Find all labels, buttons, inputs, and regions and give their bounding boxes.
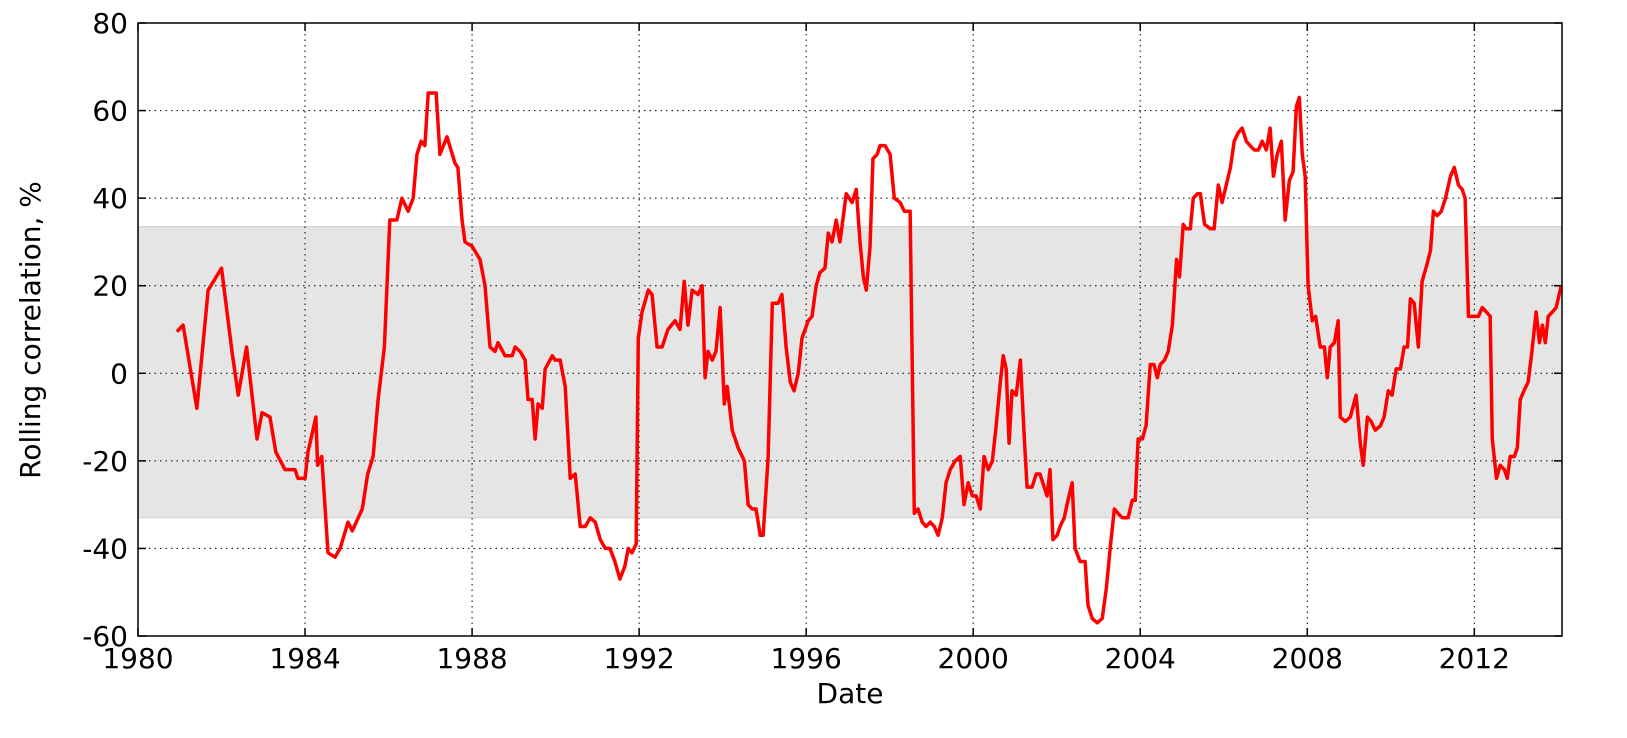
x-axis-label: Date — [817, 677, 884, 710]
x-tick-label: 2008 — [1272, 642, 1343, 675]
y-tick-label: 40 — [92, 182, 128, 215]
x-tick-label: 1988 — [436, 642, 507, 675]
y-axis-label: Rolling correlation, % — [14, 181, 47, 479]
x-tick-label: 1992 — [603, 642, 674, 675]
y-tick-label: -20 — [82, 445, 128, 478]
x-tick-label: 1996 — [771, 642, 842, 675]
shaded-band — [137, 226, 1563, 519]
x-tick-label: 2004 — [1105, 642, 1176, 675]
plot-frame — [137, 22, 1563, 637]
x-tick-label: 1980 — [102, 642, 173, 675]
x-tick-label: 2000 — [938, 642, 1009, 675]
line-series — [175, 91, 1563, 625]
x-tick-label: 1984 — [269, 642, 340, 675]
x-tick-label: 2012 — [1439, 642, 1510, 675]
y-tick-label: 20 — [92, 270, 128, 303]
y-tick-label: -60 — [82, 620, 128, 653]
y-tick-label: 0 — [110, 357, 128, 390]
y-tick-label: 80 — [92, 7, 128, 40]
y-tick-label: -40 — [82, 532, 128, 565]
y-tick-label: 60 — [92, 95, 128, 128]
